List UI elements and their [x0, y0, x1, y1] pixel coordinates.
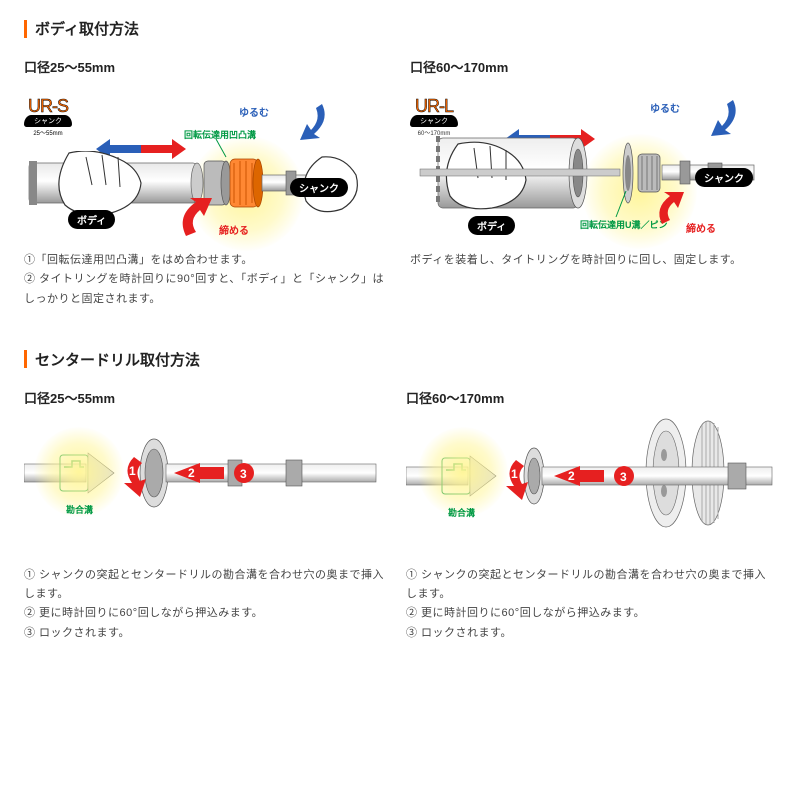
s2-right-diagram: 1 2 3 勘合溝 — [406, 417, 776, 552]
badge-urs-text: UR-S — [24, 96, 72, 117]
s1-left-diagram: UR-S シャンク 25～55mm ゆるむ 回転伝達用凹凸溝 — [24, 86, 390, 241]
badge-urs-range: 25～55mm — [24, 128, 72, 137]
badge-url-text: UR-L — [410, 96, 458, 117]
step: ② 更に時計回りに60°回しながら押込みます。 — [406, 604, 776, 623]
step: ① シャンクの突起とセンタードリルの勘合溝を合わせ穴の奥まで挿入します。 — [406, 566, 776, 605]
section1-title: ボディ取付方法 — [24, 18, 776, 39]
curved-blue-arrow-icon — [274, 98, 334, 143]
s1-right-steps: ボディを装着し、タイトリングを時計回りに回し、固定します。 — [410, 251, 776, 270]
step: ① シャンクの突起とセンタードリルの勘合溝を合わせ穴の奥まで挿入します。 — [24, 566, 386, 605]
s2-right-steps: ① シャンクの突起とセンタードリルの勘合溝を合わせ穴の奥まで挿入します。 ② 更… — [406, 566, 776, 643]
section1-title-text: ボディ取付方法 — [35, 18, 139, 39]
curved-red-arrow-icon — [652, 190, 706, 230]
step: ② 更に時計回りに60°回しながら押込みます。 — [24, 604, 386, 623]
glow — [418, 427, 508, 517]
s1-right-diagram: UR-L シャンク 60～170mm ゆるむ — [410, 86, 776, 241]
step: ボディを装着し、タイトリングを時計回りに回し、固定します。 — [410, 251, 776, 270]
pill-body: ボディ — [68, 210, 115, 229]
s2-right-subtitle: 口径60～170mm — [406, 388, 776, 407]
s2-left-subtitle: 口径25～55mm — [24, 388, 386, 407]
section1-columns: 口径25～55mm UR-S シャンク 25～55mm ゆるむ 回転伝達用凹凸溝 — [24, 57, 776, 309]
step: ③ ロックされます。 — [24, 624, 386, 643]
loosen-label-r: ゆるむ — [650, 100, 680, 115]
step: ③ ロックされます。 — [406, 624, 776, 643]
section2-title-text: センタードリル取付方法 — [35, 349, 200, 370]
tighten-label: 締める — [219, 222, 249, 237]
s2-left-diagram: 1 2 3 勘合溝 — [24, 417, 386, 552]
svg-text:2: 2 — [568, 469, 575, 483]
leader-line — [610, 191, 636, 219]
pill-shank: シャンク — [290, 178, 348, 197]
step: ② タイトリングを時計回りに90°回すと、「ボディ」と「シャンク」はしっかりと固… — [24, 270, 390, 309]
s1-right-subtitle: 口径60～170mm — [410, 57, 776, 76]
step-3: 3 — [240, 467, 247, 481]
section1-left: 口径25～55mm UR-S シャンク 25～55mm ゆるむ 回転伝達用凹凸溝 — [24, 57, 390, 309]
pill-shank-r: シャンク — [695, 168, 753, 187]
curved-red-arrow-icon — [174, 196, 244, 246]
curved-blue-arrow-icon — [685, 94, 745, 139]
badge-urs: UR-S シャンク 25～55mm — [24, 96, 72, 137]
step-2: 2 — [188, 466, 195, 480]
section2-left: 口径25～55mm — [24, 388, 386, 643]
pill-body-r: ボディ — [468, 216, 515, 235]
accent-bar — [24, 350, 27, 368]
s2-left-steps: ① シャンクの突起とセンタードリルの勘合溝を合わせ穴の奥まで挿入します。 ② 更… — [24, 566, 386, 643]
section2-right: 口径60～170mm — [406, 388, 776, 643]
s1-left-subtitle: 口径25～55mm — [24, 57, 390, 76]
step-1: 1 — [129, 464, 136, 478]
s1-left-steps: ①「回転伝達用凹凸溝」をはめ合わせます。 ② タイトリングを時計回りに90°回す… — [24, 251, 390, 309]
section2-title: センタードリル取付方法 — [24, 349, 776, 370]
accent-bar — [24, 20, 27, 38]
svg-text:3: 3 — [620, 470, 627, 484]
section2-columns: 口径25～55mm — [24, 388, 776, 643]
section1-right: 口径60～170mm UR-L シャンク 60～170mm ゆるむ — [410, 57, 776, 309]
badge-url: UR-L シャンク 60～170mm — [410, 96, 458, 137]
step: ①「回転伝達用凹凸溝」をはめ合わせます。 — [24, 251, 390, 270]
loosen-label: ゆるむ — [239, 104, 269, 119]
groove-label-s2l: 勘合溝 — [66, 503, 93, 516]
svg-text:1: 1 — [511, 467, 518, 481]
groove-label-s2r: 勘合溝 — [448, 506, 475, 519]
